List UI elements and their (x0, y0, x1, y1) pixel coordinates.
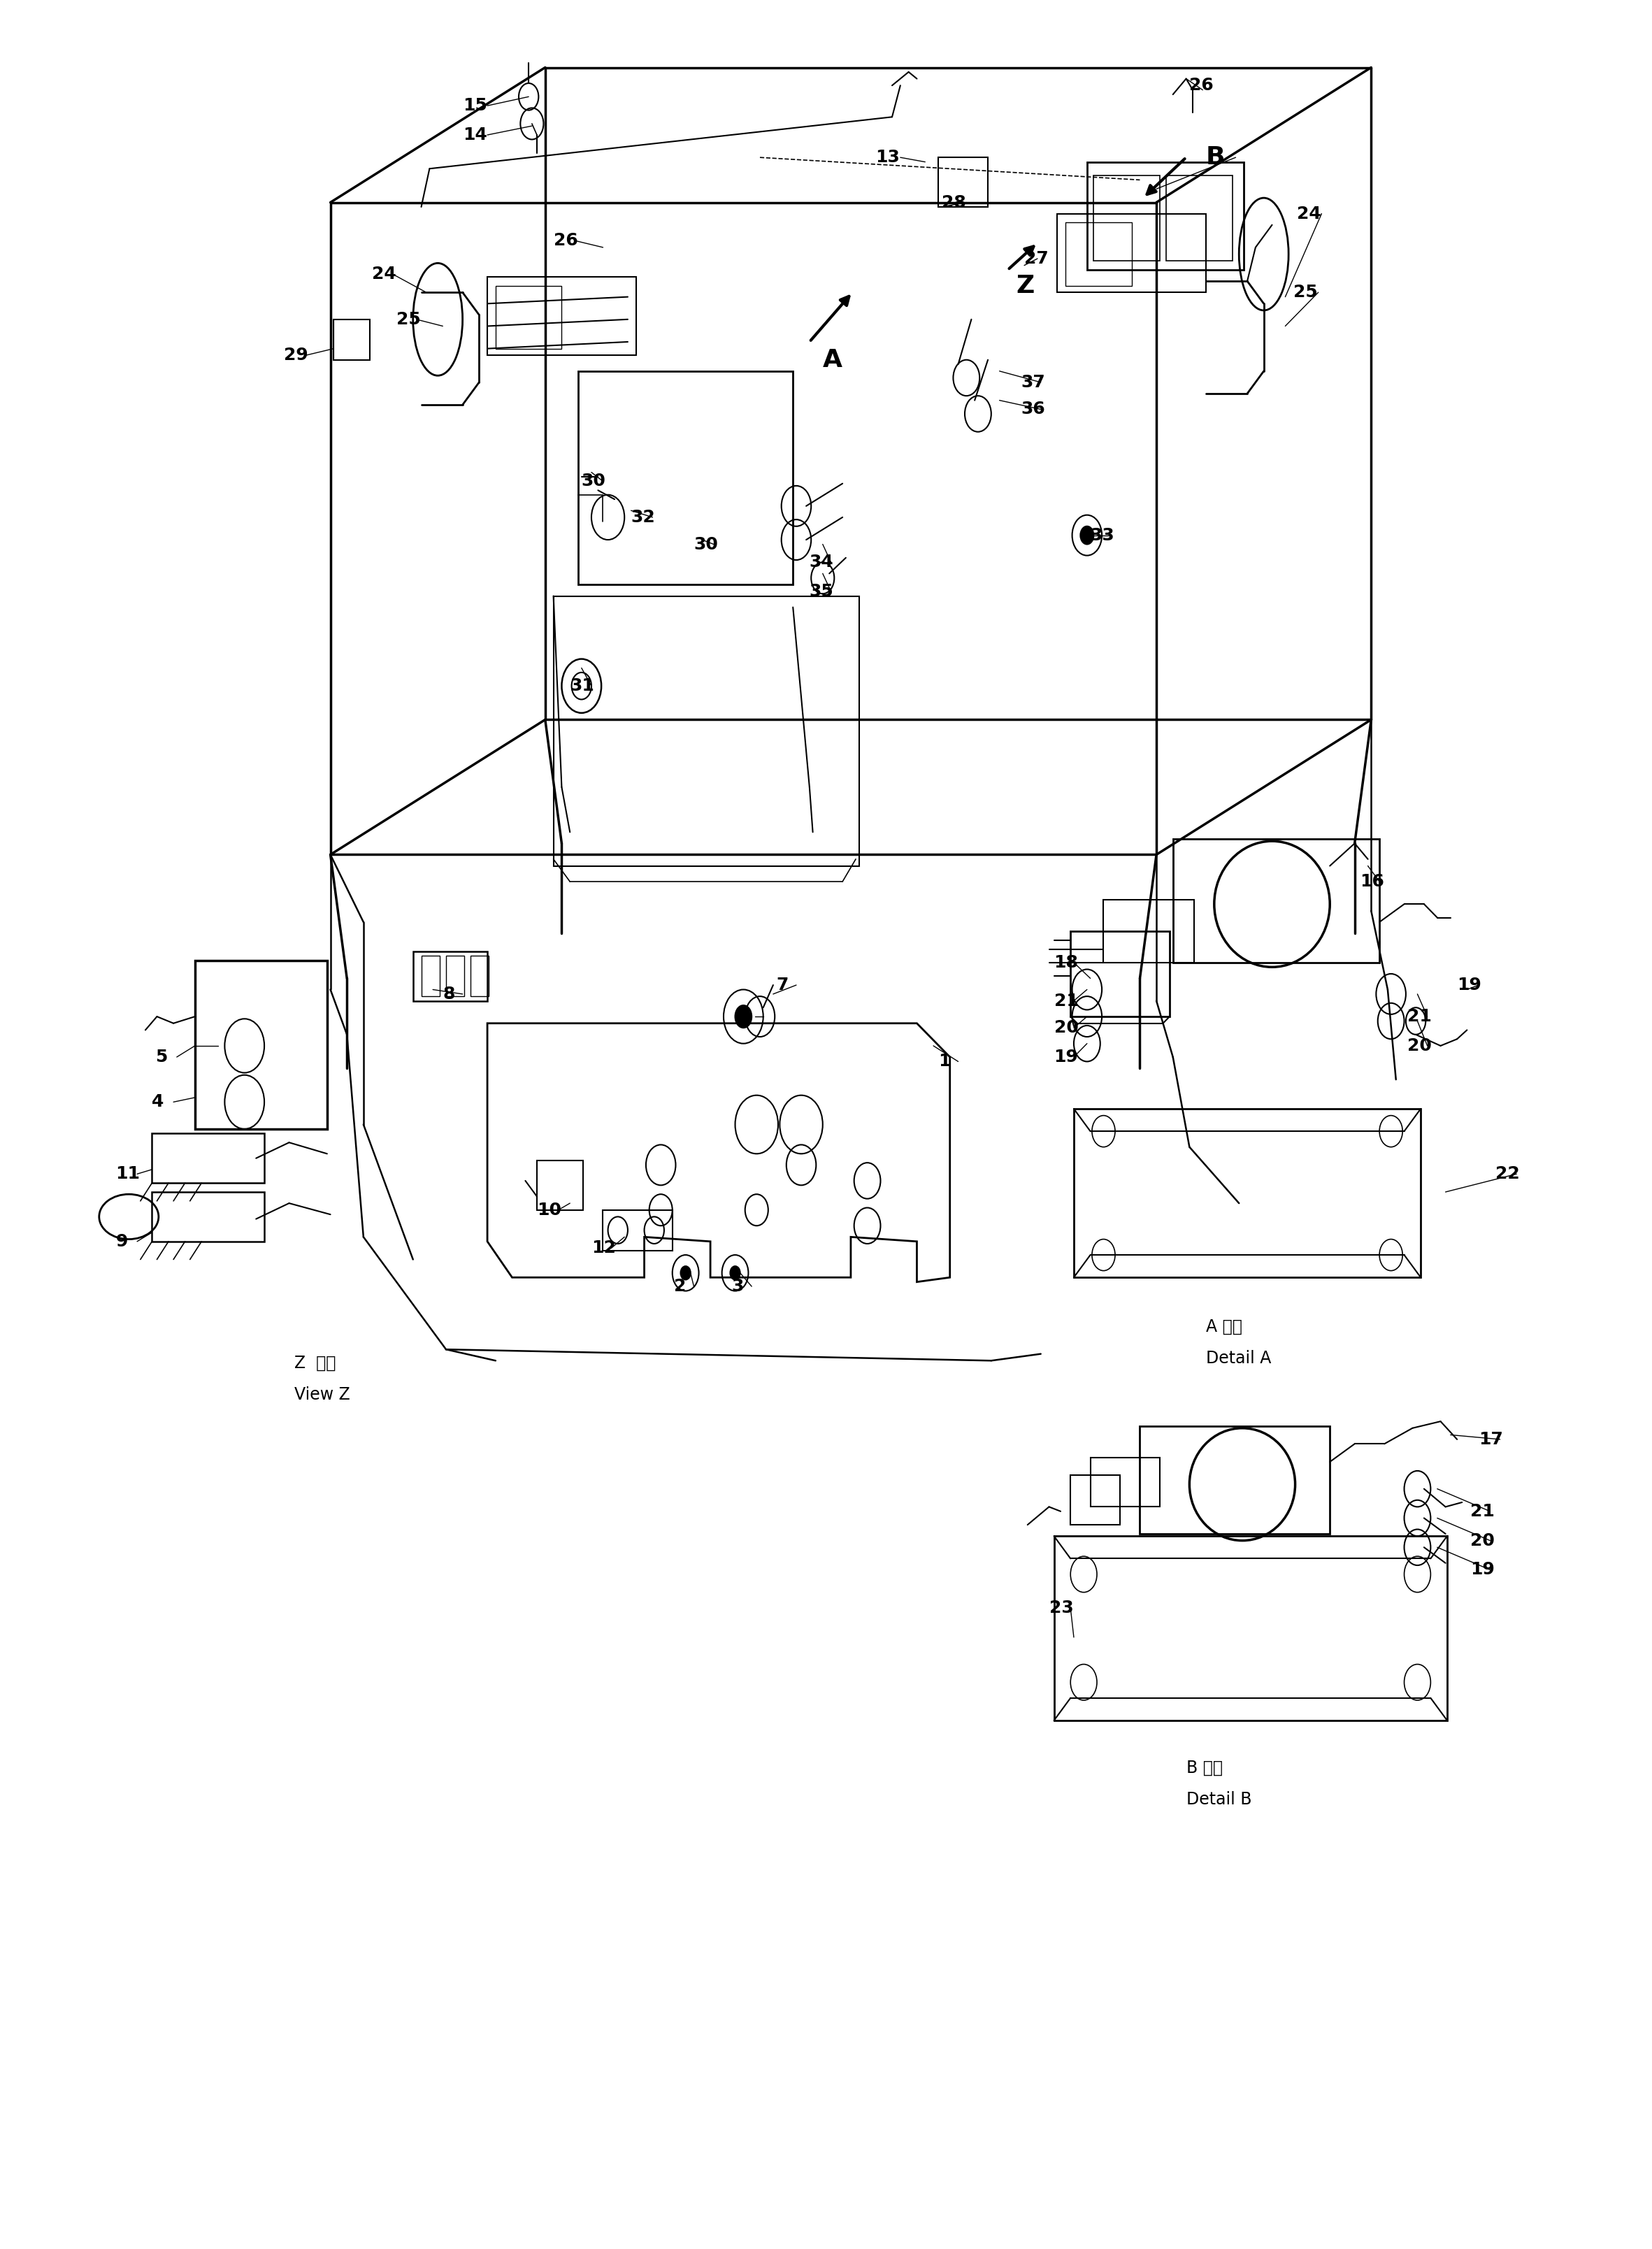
Bar (1070, 931, 1170, 1017)
Text: 21: 21 (1408, 1008, 1432, 1026)
Bar (578, 371, 793, 585)
Text: 5: 5 (155, 1048, 167, 1066)
Text: 34: 34 (809, 553, 834, 571)
Bar (1094, 175, 1160, 261)
Text: Detail A: Detail A (1206, 1349, 1272, 1367)
Bar (152, 1192, 264, 1241)
Text: 4: 4 (152, 1093, 164, 1111)
Text: 21: 21 (1054, 992, 1079, 1010)
Bar (1140, 1426, 1330, 1534)
Bar (1173, 839, 1379, 963)
Text: 11: 11 (116, 1165, 140, 1183)
Text: View Z: View Z (294, 1385, 350, 1403)
Text: Detail B: Detail B (1186, 1790, 1252, 1808)
Text: 30: 30 (582, 472, 606, 490)
Bar (603, 1210, 672, 1250)
Text: 9: 9 (116, 1232, 127, 1250)
Text: 7: 7 (776, 976, 788, 994)
Text: 24: 24 (1297, 205, 1322, 223)
Text: Z: Z (1016, 274, 1034, 297)
Text: 37: 37 (1021, 373, 1046, 391)
Text: A: A (823, 349, 843, 371)
Text: B 詳細: B 詳細 (1186, 1759, 1222, 1777)
Text: 32: 32 (631, 508, 656, 526)
Text: 25: 25 (396, 310, 421, 328)
Text: 30: 30 (694, 535, 719, 553)
Circle shape (1080, 526, 1094, 544)
Text: 31: 31 (570, 677, 595, 695)
Bar (1090, 1457, 1160, 1507)
Text: 2: 2 (674, 1277, 686, 1295)
Text: 20: 20 (1470, 1532, 1495, 1550)
Bar (152, 1133, 264, 1183)
Text: 16: 16 (1360, 873, 1384, 891)
Text: 27: 27 (1024, 250, 1049, 268)
Text: B: B (1206, 146, 1226, 169)
Text: 19: 19 (1457, 976, 1482, 994)
Text: 12: 12 (591, 1239, 616, 1257)
Bar (1070, 1475, 1120, 1525)
Bar (1066, 223, 1132, 286)
Text: 3: 3 (732, 1277, 743, 1295)
Bar (334, 319, 370, 360)
Bar (446, 956, 464, 996)
Text: 21: 21 (1470, 1502, 1495, 1520)
Text: 17: 17 (1479, 1430, 1503, 1448)
Text: 35: 35 (809, 582, 834, 600)
Text: A 詳細: A 詳細 (1206, 1318, 1242, 1336)
Bar (496, 286, 562, 349)
Text: 13: 13 (876, 148, 900, 166)
Text: 22: 22 (1495, 1165, 1520, 1183)
Bar (421, 956, 439, 996)
Text: 18: 18 (1054, 954, 1079, 972)
Bar (1074, 1109, 1421, 1277)
Bar (1166, 175, 1232, 261)
Text: 19: 19 (1054, 1048, 1079, 1066)
Text: 26: 26 (1189, 76, 1214, 94)
Text: 19: 19 (1470, 1561, 1495, 1579)
Bar (537, 1160, 583, 1210)
Text: 36: 36 (1021, 400, 1046, 418)
Bar (938, 157, 988, 207)
Text: 25: 25 (1294, 283, 1318, 301)
Circle shape (730, 1266, 740, 1280)
Bar (487, 277, 636, 355)
Circle shape (735, 1005, 752, 1028)
Bar (471, 956, 489, 996)
Bar (1087, 162, 1244, 270)
Text: 6: 6 (735, 1008, 747, 1026)
Text: 23: 23 (1049, 1599, 1074, 1617)
Text: 20: 20 (1054, 1019, 1079, 1037)
Text: 33: 33 (1090, 526, 1115, 544)
Bar (1104, 900, 1194, 963)
Text: 26: 26 (553, 232, 578, 250)
Text: 1: 1 (938, 1053, 950, 1071)
Text: 24: 24 (372, 265, 396, 283)
Text: Z  見取: Z 見取 (294, 1354, 335, 1372)
Text: 8: 8 (443, 985, 454, 1003)
Bar (413, 951, 487, 1001)
Text: 10: 10 (537, 1201, 562, 1219)
Bar (1054, 1536, 1447, 1720)
Text: 28: 28 (942, 193, 966, 211)
Bar (553, 596, 859, 866)
Circle shape (681, 1266, 691, 1280)
Bar (1057, 214, 1206, 292)
Text: 20: 20 (1408, 1037, 1432, 1055)
Text: 15: 15 (463, 97, 487, 115)
Bar (195, 960, 327, 1129)
Text: 29: 29 (284, 346, 309, 364)
Text: 14: 14 (463, 126, 487, 144)
